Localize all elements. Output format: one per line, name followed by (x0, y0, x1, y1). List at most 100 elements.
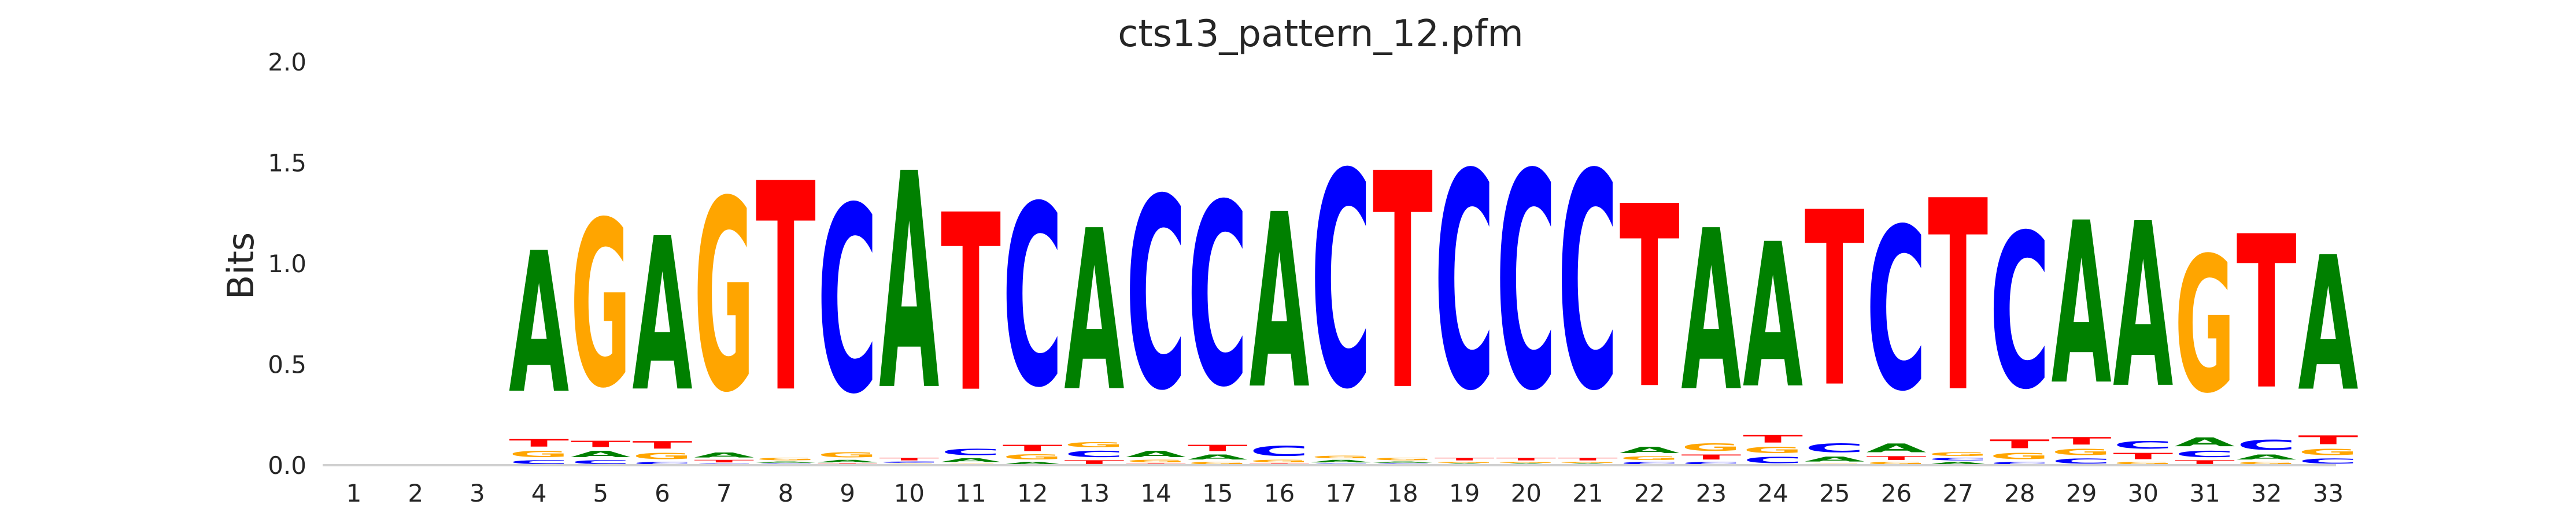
logo-letter-C: C (2052, 457, 2112, 465)
logo-letter-G: G (1373, 457, 1433, 461)
x-tick-label: 18 (1387, 479, 1418, 507)
x-tick-label: 2 (408, 479, 423, 507)
logo-letter-A: A (1805, 455, 1865, 463)
logo-letter-C: C (941, 447, 1001, 457)
logo-letter-G: G (571, 173, 631, 438)
logo-letter-T: T (879, 457, 939, 461)
logo-letter-G: G (2052, 447, 2112, 457)
logo-letter-C: C (2175, 449, 2235, 459)
logo-letter-G: G (1126, 459, 1186, 463)
x-tick-label: 17 (1325, 479, 1356, 507)
logo-letter-G: G (1620, 455, 1680, 461)
logo-letter-G: G (756, 457, 816, 461)
x-tick-label: 6 (655, 479, 670, 507)
logo-letter-A: A (818, 459, 878, 463)
logo-letter-G: G (1928, 451, 1988, 457)
logo-letter-A: A (1126, 449, 1186, 459)
x-tick-label: 3 (470, 479, 485, 507)
logo-letter-C: C (879, 461, 939, 463)
logo-letter-T: T (1805, 161, 1865, 440)
y-axis-label: Bits (220, 232, 262, 299)
logo-letter-T: T (1867, 455, 1927, 461)
logo-letter-T: T (1496, 457, 1556, 461)
logo-letter-C: C (571, 459, 631, 465)
logo-letter-C: C (1496, 111, 1556, 456)
logo-letter-G: G (1496, 461, 1556, 463)
x-tick-label: 10 (894, 479, 925, 507)
x-tick-label: 11 (955, 479, 986, 507)
logo-letter-T: T (941, 163, 1001, 447)
logo-letter-G: G (1435, 461, 1495, 463)
logo-letter-G: G (2298, 447, 2358, 457)
logo-letter-A: A (1003, 461, 1063, 465)
logo-letters: CGTACATGCGTACTAGCAGTTAGCGCTAGACTAGTCTCGA… (509, 111, 2358, 465)
logo-letter-G: G (1558, 461, 1618, 463)
x-tick-label: 13 (1079, 479, 1110, 507)
logo-letter-A: A (2113, 175, 2174, 438)
logo-letter-G: G (1681, 441, 1741, 453)
logo-letter-T: T (2052, 435, 2112, 447)
x-tick-label: 7 (716, 479, 732, 507)
logo-letter-A: A (1188, 453, 1248, 461)
x-axis-ticks: 1 2 3 4 5 6 7 8 9 10 11 12 13 14 15 16 17 18 19 20 21 22 23 24 2… (346, 479, 2344, 507)
logo-letter-A: A (1743, 202, 1803, 432)
logo-letter-A: A (2052, 175, 2112, 434)
x-tick-label: 9 (840, 479, 855, 507)
logo-letter-G: G (633, 451, 693, 461)
logo-letter-T: T (1620, 154, 1680, 444)
logo-letter-C: C (1250, 443, 1310, 459)
logo-letter-T: T (1064, 459, 1124, 465)
logo-letter-G: G (509, 449, 569, 459)
x-tick-label: 20 (1511, 479, 1542, 507)
logo-letter-G: G (1250, 459, 1310, 463)
logo-letter-G: G (1064, 441, 1124, 449)
logo-letter-A: A (571, 449, 631, 459)
x-tick-label: 12 (1017, 479, 1048, 507)
logo-letter-C: C (1435, 111, 1495, 456)
logo-letter-G: G (2175, 218, 2235, 435)
logo-letter-T: T (1435, 457, 1495, 461)
logo-letter-T: T (694, 459, 754, 463)
logo-letter-A: A (1928, 461, 1989, 465)
x-tick-label: 30 (2128, 479, 2159, 507)
logo-letter-A: A (756, 461, 816, 463)
logo-letter-C: C (1558, 111, 1618, 456)
logo-letter-C: C (1743, 455, 1803, 465)
x-tick-label: 25 (1819, 479, 1850, 507)
logo-letter-C: C (509, 459, 569, 465)
logo-letter-T: T (1928, 145, 1989, 450)
logo-letter-G: G (2113, 461, 2173, 465)
logo-letter-C: C (2113, 439, 2173, 451)
x-tick-label: 1 (346, 479, 362, 507)
x-tick-label: 26 (1881, 479, 1912, 507)
logo-letter-T: T (2175, 459, 2235, 465)
logo-letter-C: C (1928, 457, 1988, 461)
x-tick-label: 29 (2066, 479, 2097, 507)
logo-letter-C: C (633, 461, 693, 465)
logo-letter-T: T (756, 124, 816, 457)
x-tick-label: 28 (2004, 479, 2035, 507)
logo-letter-A: A (1064, 184, 1125, 440)
logo-letter-C: C (1003, 154, 1063, 443)
y-tick-label: 1.5 (268, 149, 306, 177)
logo-letter-A: A (1867, 441, 1927, 455)
logo-letter-C: C (1867, 182, 1927, 440)
logo-letter-A: A (2175, 435, 2235, 449)
logo-letter-G: G (1003, 453, 1063, 461)
logo-letter-C: C (818, 154, 878, 451)
x-tick-label: 15 (1202, 479, 1233, 507)
x-tick-label: 16 (1264, 479, 1295, 507)
x-tick-label: 32 (2251, 479, 2282, 507)
y-tick-label: 2.0 (268, 48, 306, 76)
logo-letter-T: T (509, 437, 569, 449)
y-axis-ticks: 0.0 0.5 1.0 1.5 2.0 (268, 48, 306, 480)
logo-letter-A: A (2298, 218, 2358, 432)
logo-letter-A: A (694, 451, 754, 459)
logo-letter-G: G (1743, 445, 1803, 455)
x-tick-label: 23 (1696, 479, 1727, 507)
logo-letter-G: G (818, 451, 878, 459)
logo-letter-T: T (1681, 453, 1741, 461)
logo-letter-A: A (1311, 459, 1372, 463)
logo-letter-C: C (1064, 449, 1124, 459)
